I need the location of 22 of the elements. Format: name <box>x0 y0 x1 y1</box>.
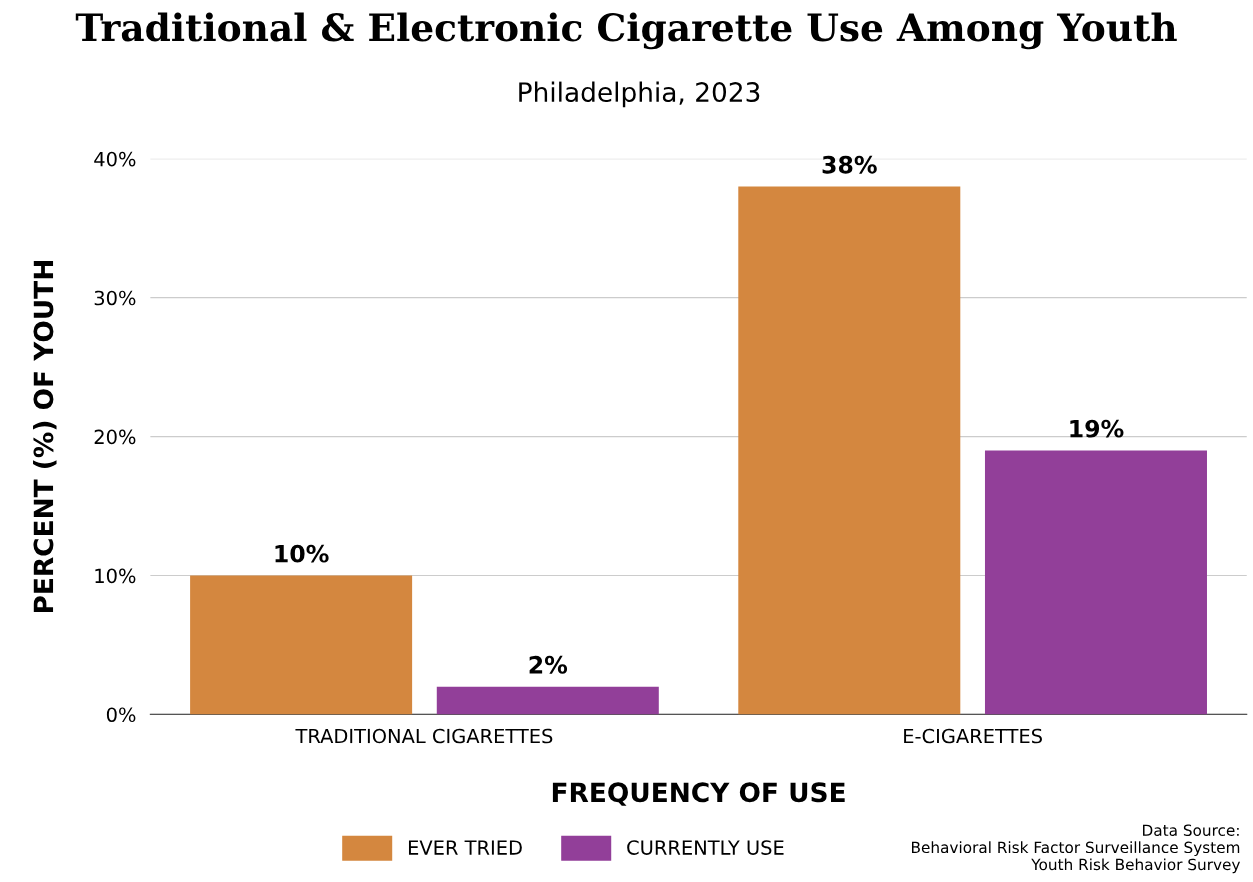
data-label: 2% <box>529 655 568 674</box>
y-tick-label: 20% <box>94 429 136 445</box>
y-tick-label: 10% <box>95 568 136 584</box>
legend-label: CURRENTLY USE <box>627 840 784 855</box>
x-tick-label: E-CIGARETTES <box>904 728 1042 744</box>
x-axis-title: FREQUENCY OF USE <box>552 782 845 806</box>
y-tick-label: 40% <box>94 151 136 167</box>
y-tick-label: 30% <box>94 290 136 306</box>
data-label: 19% <box>1070 419 1124 438</box>
source-note: Data Source: Behavioral Risk Factor Surveillance System Youth Risk Behavior Survey <box>912 824 1241 874</box>
bar <box>190 575 413 715</box>
bar <box>436 686 659 715</box>
x-tick-label: TRADITIONAL CIGARETTES <box>295 728 553 744</box>
bar <box>738 186 961 715</box>
chart-title: Traditional & Electronic Cigarette Use Among Youth <box>75 12 1177 50</box>
y-tick-label: 0% <box>106 707 136 723</box>
chart-subtitle: Philadelphia, 2023 <box>519 81 760 108</box>
bar <box>984 450 1207 715</box>
legend-label: EVER TRIED <box>408 840 522 855</box>
y-axis-title: PERCENT (%) OF YOUTH <box>33 261 57 613</box>
data-label: 10% <box>275 544 329 563</box>
data-label: 38% <box>822 155 877 174</box>
